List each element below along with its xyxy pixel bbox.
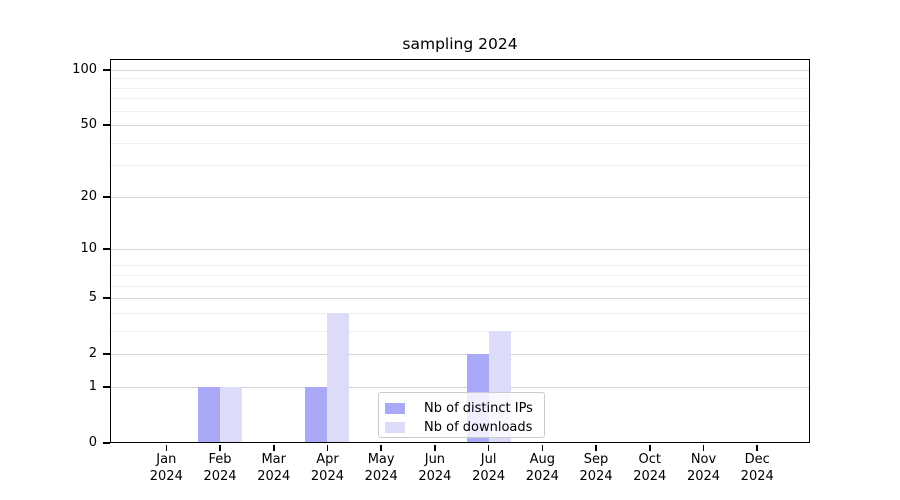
y-tick-mark — [103, 442, 110, 444]
x-tick-mark — [219, 444, 221, 452]
y-minor-gridline — [110, 330, 810, 332]
legend-label: Nb of downloads — [424, 420, 533, 435]
y-minor-gridline — [110, 78, 810, 80]
plot-area — [110, 59, 810, 443]
x-tick-month: Sep — [583, 452, 609, 467]
x-tick-year: 2024 — [257, 468, 291, 484]
y-major-gridline — [110, 249, 810, 251]
y-tick-mark — [103, 124, 110, 127]
x-tick-mark — [595, 444, 597, 452]
x-tick-year: 2024 — [686, 468, 721, 484]
x-tick-label: Dec 2024 — [725, 452, 789, 485]
y-tick-label: 100 — [72, 62, 97, 77]
x-tick-label: Mar 2024 — [242, 452, 306, 485]
y-tick-label: 20 — [80, 188, 97, 204]
legend-swatch-downloads — [385, 422, 405, 433]
y-major-gridline — [110, 125, 810, 127]
x-tick-year: 2024 — [740, 468, 774, 484]
x-tick-mark — [756, 444, 758, 452]
y-tick-label: 5 — [88, 290, 97, 306]
x-tick-mark — [272, 444, 275, 452]
x-tick-year: 2024 — [364, 468, 398, 484]
y-tick-mark — [103, 196, 110, 198]
y-minor-gridline — [110, 285, 810, 287]
x-tick-label: Sep 2024 — [564, 452, 628, 485]
y-minor-gridline — [110, 87, 810, 89]
x-tick-year: 2024 — [149, 468, 183, 484]
y-major-gridline — [110, 196, 810, 198]
x-tick-month: Jan — [156, 452, 177, 467]
x-tick-mark — [380, 444, 382, 452]
legend-swatch-distinct-ips — [385, 403, 405, 414]
y-tick-mark — [103, 297, 110, 299]
x-tick-month: Apr — [316, 452, 339, 467]
y-tick-mark — [103, 248, 110, 250]
x-tick-label: May 2024 — [349, 452, 413, 485]
x-tick-mark — [541, 444, 544, 452]
y-major-gridline — [110, 70, 810, 71]
x-tick-month: Mar — [261, 452, 286, 467]
x-tick-label: Jan 2024 — [134, 452, 198, 485]
x-tick-label: Oct 2024 — [618, 452, 682, 485]
x-tick-month: Oct — [638, 452, 661, 467]
x-tick-mark — [326, 444, 329, 452]
x-tick-month: Dec — [744, 452, 770, 467]
x-tick-mark — [702, 444, 705, 452]
x-tick-year: 2024 — [525, 468, 559, 484]
x-tick-year: 2024 — [472, 468, 506, 484]
y-minor-gridline — [110, 142, 810, 144]
x-tick-month: Nov — [690, 452, 717, 467]
legend-label: Nb of distinct IPs — [424, 401, 533, 416]
x-tick-year: 2024 — [310, 468, 344, 484]
x-tick-label: Aug 2024 — [510, 452, 574, 485]
x-tick-year: 2024 — [633, 468, 667, 484]
y-minor-gridline — [110, 312, 810, 314]
x-tick-month: Aug — [529, 452, 556, 467]
x-tick-mark — [487, 444, 490, 452]
x-tick-month: May — [367, 452, 395, 467]
bar-downloads — [220, 386, 243, 443]
y-tick-label: 1 — [88, 378, 97, 394]
x-tick-mark — [434, 444, 436, 452]
x-tick-mark — [648, 444, 651, 452]
x-tick-year: 2024 — [203, 468, 237, 484]
y-minor-gridline — [110, 265, 810, 267]
y-tick-mark — [103, 69, 110, 71]
x-tick-label: Jun 2024 — [403, 452, 467, 485]
y-minor-gridline — [110, 165, 810, 167]
x-tick-mark — [165, 444, 168, 452]
x-tick-month: Jul — [480, 452, 497, 467]
legend: Nb of distinct IPs Nb of downloads — [378, 392, 545, 438]
y-tick-label: 10 — [80, 241, 97, 257]
x-tick-month: Feb — [208, 452, 232, 467]
chart-title: sampling 2024 — [402, 35, 518, 53]
y-tick-label: 2 — [88, 346, 97, 362]
bar-distinct-ips — [305, 386, 328, 443]
x-tick-label: Jul 2024 — [457, 452, 521, 485]
legend-row: Nb of distinct IPs — [385, 399, 544, 418]
x-tick-year: 2024 — [579, 468, 613, 484]
y-tick-mark — [103, 386, 110, 388]
x-tick-label: Apr 2024 — [295, 452, 359, 485]
y-tick-label: 50 — [80, 117, 97, 133]
y-minor-gridline — [110, 274, 810, 276]
legend-row: Nb of downloads — [385, 418, 544, 437]
y-tick-mark — [103, 353, 110, 355]
y-major-gridline — [110, 298, 810, 300]
x-tick-label: Nov 2024 — [672, 452, 736, 485]
x-tick-month: Jun — [424, 452, 446, 467]
y-major-gridline — [110, 386, 810, 388]
x-tick-year: 2024 — [418, 468, 452, 484]
bar-downloads — [327, 312, 350, 443]
y-minor-gridline — [110, 98, 810, 100]
y-major-gridline — [110, 354, 810, 356]
y-tick-label: 0 — [88, 435, 97, 450]
bar-distinct-ips — [198, 386, 221, 443]
x-tick-label: Feb 2024 — [188, 452, 252, 485]
y-minor-gridline — [110, 110, 810, 112]
